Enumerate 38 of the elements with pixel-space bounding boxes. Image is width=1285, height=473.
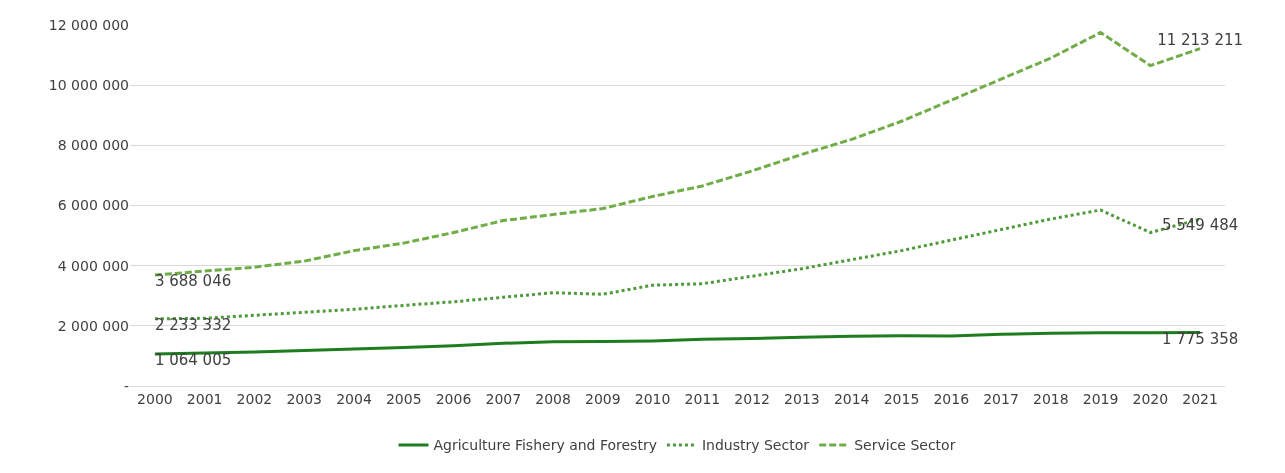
x-tick-label: 2021 <box>1182 390 1218 407</box>
y-tick-label: 12 000 000 <box>48 16 129 33</box>
y-tick-label: 2 000 000 <box>57 317 129 334</box>
y-tick-label: - <box>123 377 129 394</box>
x-tick-label: 2006 <box>435 390 472 407</box>
x-tick-label: 2013 <box>784 390 820 407</box>
y-tick-label: 10 000 000 <box>48 77 129 94</box>
data-label: 3 688 046 <box>154 272 232 291</box>
x-tick-label: 2007 <box>485 390 522 407</box>
y-tick-label: 4 000 000 <box>57 257 129 274</box>
legend-label: Agriculture Fishery and Forestry <box>433 437 657 454</box>
x-tick-label: 2016 <box>933 390 970 407</box>
x-tick-label: 2003 <box>286 390 323 407</box>
data-label: 1 064 005 <box>154 351 232 370</box>
data-label: 1 775 358 <box>1161 329 1239 348</box>
x-tick-label: 2012 <box>734 390 770 407</box>
x-tick-label: 2015 <box>883 390 920 407</box>
x-tick-label: 2011 <box>684 390 721 407</box>
x-tick-label: 2010 <box>634 390 671 407</box>
legend-label: Industry Sector <box>701 437 810 454</box>
x-tick-label: 2018 <box>1032 390 1069 407</box>
x-tick-label: 2001 <box>186 390 223 407</box>
data-label: 11 213 211 <box>1157 30 1244 49</box>
data-label: 5 549 484 <box>1161 216 1239 235</box>
x-tick-label: 2009 <box>585 390 621 407</box>
data-label: 2 233 332 <box>154 316 232 335</box>
y-tick-label: 8 000 000 <box>57 137 129 154</box>
x-tick-label: 2005 <box>385 390 422 407</box>
x-tick-label: 2020 <box>1132 390 1169 407</box>
x-tick-label: 2014 <box>833 390 870 407</box>
x-tick-label: 2004 <box>336 390 372 407</box>
y-tick-label: 6 000 000 <box>57 197 129 214</box>
x-tick-label: 2017 <box>983 390 1019 407</box>
x-tick-label: 2019 <box>1082 390 1119 407</box>
legend-label: Service Sector <box>854 437 956 454</box>
x-tick-label: 2008 <box>535 390 571 407</box>
x-tick-label: 2000 <box>137 390 173 407</box>
x-tick-label: 2002 <box>236 390 273 407</box>
